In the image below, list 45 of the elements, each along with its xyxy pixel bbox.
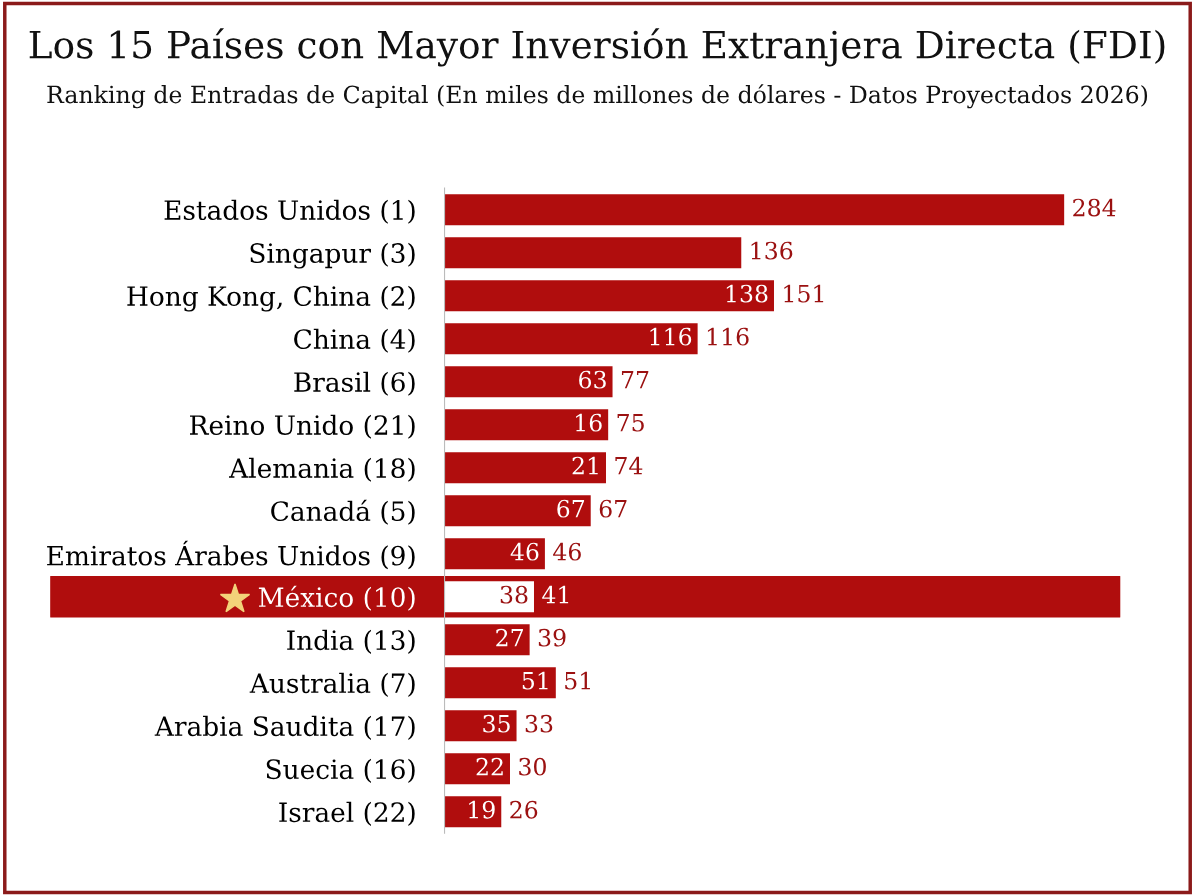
chart-subtitle: Ranking de Entradas de Capital (En miles de millones de dólares - Datos Proyectados 2026) (47, 84, 1148, 109)
annotation: 51 (565, 671, 590, 690)
data-label: 136 (751, 241, 793, 260)
y-tick-label: Reino Unido (21) (190, 414, 415, 439)
y-tick-label: Israel (22) (279, 801, 415, 826)
annotation: 46 (553, 542, 581, 561)
data-label: 116 (650, 327, 692, 346)
annotation: 138 (726, 284, 768, 303)
data-label: 26 (510, 800, 538, 819)
data-label: 30 (519, 757, 546, 776)
annotation: 116 (707, 327, 749, 346)
y-tick-label: India (13) (287, 629, 415, 654)
data-label: 46 (510, 542, 539, 561)
y-tick-label: Estados Unidos (1) (164, 199, 415, 224)
annotation: 21 (572, 456, 598, 475)
y-tick-label: Arabia Saudita (17) (154, 715, 415, 740)
data-label: 41 (542, 585, 569, 604)
y-tick-label: Australia (7) (249, 672, 415, 697)
annotation: 27 (496, 628, 523, 647)
y-tick-label: México (10) (258, 585, 415, 611)
data-label: 284 (1073, 198, 1116, 217)
annotation: 38 (500, 585, 528, 604)
data-label: 51 (522, 671, 548, 690)
y-tick-label: China (4) (294, 328, 415, 353)
chart-title: Los 15 Países con Mayor Inversión Extranjera Directa (FDI) (29, 28, 1165, 67)
y-tick-label: Brasil (6) (294, 371, 415, 396)
y-tick-label: Suecia (16) (266, 758, 415, 783)
y-tick-label: Hong Kong, China (2) (127, 285, 415, 312)
data-label: 74 (615, 456, 643, 475)
y-tick-label: Alemania (18) (229, 457, 415, 482)
annotation: 16 (576, 413, 602, 432)
annotation: 63 (579, 370, 606, 389)
data-label: 75 (617, 414, 644, 432)
data-label: 151 (784, 284, 824, 303)
data-label: 67 (557, 499, 585, 518)
annotation: 35 (483, 714, 510, 733)
annotation: 19 (469, 800, 495, 819)
data-label: 39 (538, 628, 566, 647)
y-tick-label: Emiratos Árabes Unidos (9) (47, 540, 415, 570)
annotation: 67 (599, 499, 627, 518)
data-label: 33 (525, 714, 553, 733)
annotation: 22 (476, 757, 503, 776)
y-tick-label: Canadá (5) (271, 499, 415, 525)
data-label: 77 (621, 371, 649, 389)
y-tick-label: Singapur (3) (250, 242, 415, 269)
